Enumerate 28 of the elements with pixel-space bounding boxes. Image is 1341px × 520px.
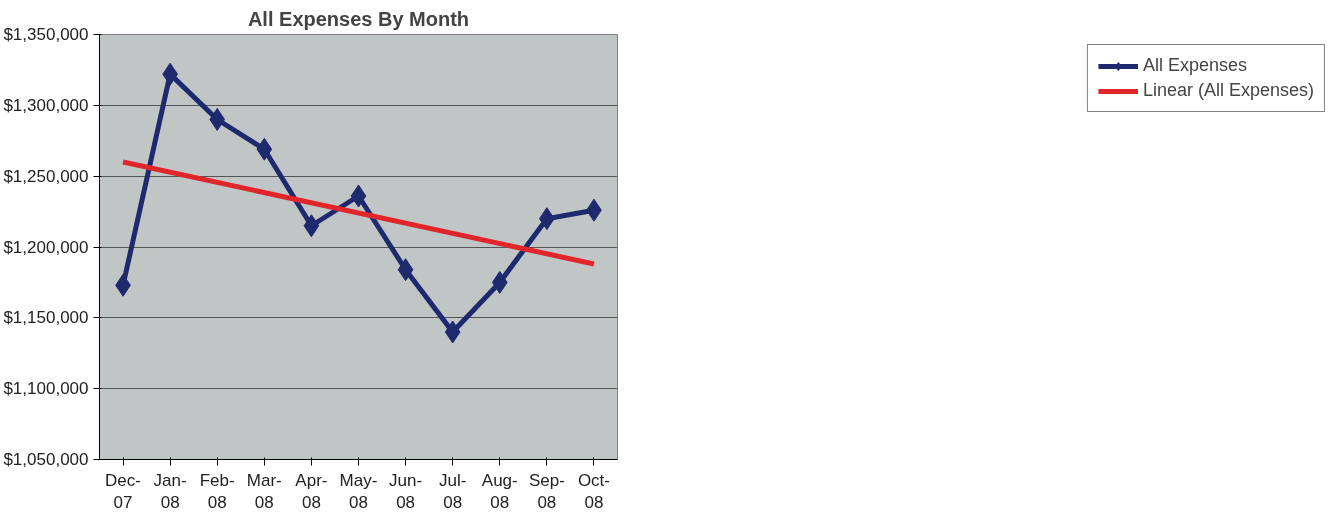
x-tick-label: Mar-08	[246, 470, 282, 513]
y-tick-label: $1,350,000	[3, 25, 89, 44]
x-tick-label: May-08	[339, 470, 378, 513]
y-tick-label: $1,100,000	[3, 379, 89, 399]
point	[303, 214, 320, 238]
chart-title: All Expenses By Month	[247, 7, 470, 30]
y-tick-label: $1,300,000	[3, 95, 89, 115]
x-tick-label: Jul-08	[438, 470, 467, 513]
point	[444, 320, 461, 344]
legend-label: Linear (All Expenses)	[1142, 80, 1314, 101]
x-tick-label: Sep-08	[528, 470, 565, 513]
x-tick-label: Apr-08	[295, 470, 328, 513]
point	[256, 137, 273, 161]
x-tick-label: Jan-08	[153, 470, 187, 513]
point	[397, 258, 414, 282]
legend-label: All Expenses	[1142, 55, 1247, 76]
y-tick-label: $1,200,000	[3, 237, 89, 257]
x-tick-label: Aug-08	[481, 470, 518, 513]
x-tick-label: Jun-08	[389, 470, 423, 513]
x-tick-label: Dec-07	[105, 470, 142, 513]
y-tick-label: $1,250,000	[3, 166, 89, 186]
point	[209, 108, 226, 131]
point	[350, 184, 367, 208]
point	[491, 270, 508, 294]
y-tick-label: $1,150,000	[3, 308, 89, 328]
x-tick-label: Oct-08	[577, 470, 611, 513]
y-tick-label: $1,050,000	[3, 450, 89, 469]
x-tick-label: Feb-08	[199, 470, 235, 513]
